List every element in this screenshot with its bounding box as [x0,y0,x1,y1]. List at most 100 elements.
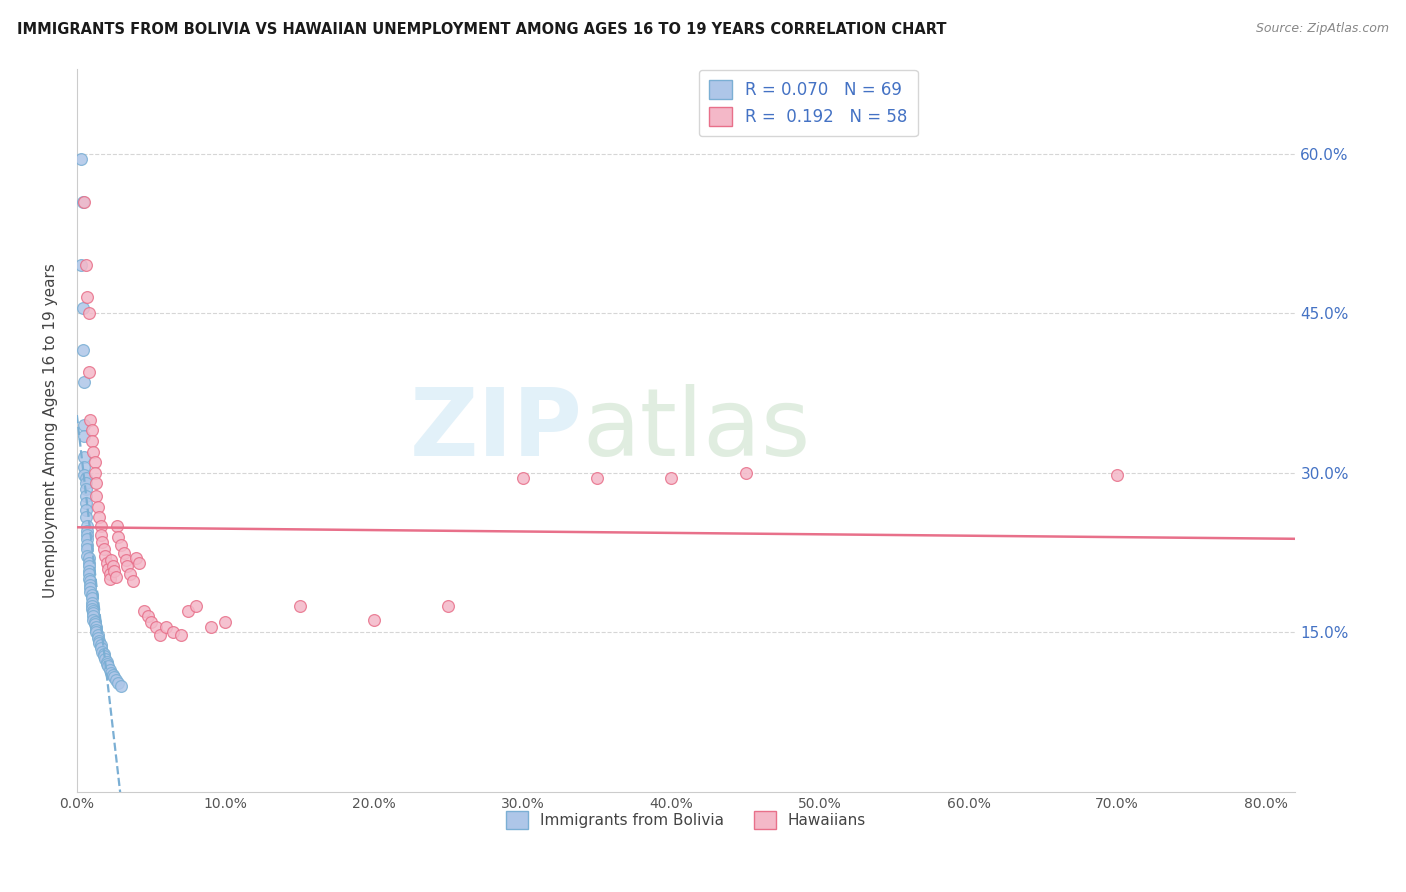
Y-axis label: Unemployment Among Ages 16 to 19 years: Unemployment Among Ages 16 to 19 years [44,263,58,598]
Point [76,527,98,541]
Point [98,566,121,581]
Point [84,489,107,503]
Point [89,633,111,648]
Point [77,564,100,578]
Point [107,530,129,544]
Point [100,665,122,680]
Point [73,428,96,442]
Point [101,559,124,574]
Point [117,559,139,574]
Point [80,596,103,610]
Point [84,624,107,638]
Point [77,365,100,379]
Point [83,455,105,469]
Point [76,290,98,304]
Point [83,616,105,631]
Point [184,599,207,613]
Point [89,636,111,650]
Point [101,668,124,682]
Point [83,615,105,629]
Point [155,620,177,634]
Point [110,679,132,693]
Point [437,599,460,613]
Point [73,376,96,390]
Point [149,627,172,641]
Point [586,471,609,485]
Point [734,466,756,480]
Text: IMMIGRANTS FROM BOLIVIA VS HAWAIIAN UNEMPLOYMENT AMONG AGES 16 TO 19 YEARS CORRE: IMMIGRANTS FROM BOLIVIA VS HAWAIIAN UNEM… [17,22,946,37]
Point [84,620,107,634]
Point [77,306,100,320]
Point [93,542,115,557]
Point [73,194,96,209]
Point [107,676,129,690]
Point [75,489,97,503]
Point [79,574,101,589]
Point [96,556,118,570]
Point [90,638,112,652]
Point [94,652,117,666]
Point [76,542,98,557]
Point [76,538,98,552]
Point [90,519,112,533]
Point [104,673,127,688]
Point [100,553,122,567]
Point [75,503,97,517]
Point [96,655,118,669]
Point [93,647,115,661]
Point [79,585,101,599]
Point [105,519,128,533]
Point [80,599,103,613]
Point [82,604,104,618]
Point [288,599,311,613]
Point [132,604,155,618]
Point [86,627,108,641]
Point [103,670,125,684]
Point [97,659,120,673]
Point [90,641,112,656]
Point [77,556,100,570]
Point [73,450,96,464]
Point [79,581,101,595]
Point [120,566,142,581]
Point [122,574,145,589]
Text: Source: ZipAtlas.com: Source: ZipAtlas.com [1256,22,1389,36]
Point [83,466,105,480]
Point [89,510,111,524]
Point [76,524,98,539]
Point [86,500,108,514]
Point [72,343,94,358]
Point [1107,467,1129,482]
Point [91,644,114,658]
Text: atlas: atlas [582,384,811,476]
Point [70,258,93,272]
Point [80,602,103,616]
Point [82,444,104,458]
Point [72,301,94,315]
Point [77,566,100,581]
Text: ZIP: ZIP [409,384,582,476]
Point [79,412,101,426]
Point [115,553,138,567]
Point [75,510,97,524]
Point [93,648,115,663]
Point [145,620,167,634]
Point [75,495,97,509]
Point [96,657,118,672]
Point [73,467,96,482]
Point [110,538,132,552]
Point [80,434,103,448]
Point [103,564,125,578]
Point [170,627,193,641]
Point [80,591,103,606]
Point [82,606,104,620]
Point [84,625,107,640]
Point [84,476,107,491]
Point [70,152,93,166]
Point [90,527,112,541]
Point [80,588,103,602]
Point [112,545,135,559]
Point [162,625,184,640]
Point [75,476,97,491]
Point [77,559,100,574]
